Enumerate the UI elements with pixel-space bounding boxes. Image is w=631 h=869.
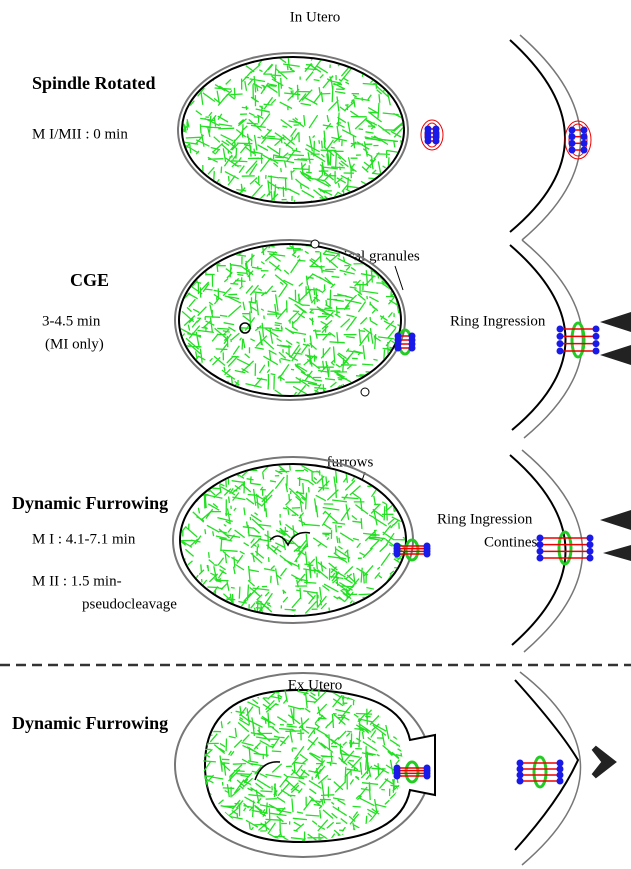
chromosome	[557, 333, 564, 340]
side-label: Ring Ingression	[437, 511, 533, 527]
chromosome	[517, 778, 524, 785]
oocyte	[182, 57, 404, 203]
chromosome	[581, 140, 588, 147]
chromosome	[593, 348, 600, 355]
chromosome	[409, 345, 416, 352]
chromosome	[587, 541, 594, 548]
chromosome	[581, 147, 588, 154]
chromosome	[537, 541, 544, 548]
chromosome	[557, 326, 564, 333]
chromosome	[557, 772, 564, 779]
chromosome	[517, 766, 524, 773]
chromosome	[537, 555, 544, 562]
granule	[361, 388, 369, 396]
side-label: Ring Ingression	[450, 313, 546, 329]
chromosome	[569, 127, 576, 134]
chromosome	[557, 778, 564, 785]
chromosome	[537, 548, 544, 555]
chromosome	[517, 760, 524, 767]
chromosome	[593, 333, 600, 340]
chromosome	[424, 773, 431, 780]
panel-note: pseudocleavage	[82, 596, 177, 612]
chromosome	[593, 340, 600, 347]
chromosome	[537, 535, 544, 542]
chromosome	[557, 340, 564, 347]
section-title: In Utero	[290, 9, 340, 25]
panel-title: Dynamic Furrowing	[12, 713, 168, 733]
arrowhead	[600, 510, 631, 561]
chromosome	[425, 138, 432, 145]
ring	[534, 757, 546, 787]
chromosome	[394, 773, 401, 780]
chromosome	[569, 140, 576, 147]
panel-title: CGE	[70, 270, 109, 290]
chromosome	[557, 760, 564, 767]
chromosome	[581, 127, 588, 134]
panel-note: (MI only)	[45, 336, 104, 352]
panel-title: Dynamic Furrowing	[12, 493, 168, 513]
chromosome	[581, 133, 588, 140]
panel-note: M I : 4.1-7.1 min	[32, 531, 136, 547]
chromosome	[587, 535, 594, 542]
chromosome	[593, 326, 600, 333]
panel-note: 3-4.5 min	[42, 313, 101, 329]
chromosome	[557, 766, 564, 773]
panel-title: Spindle Rotated	[32, 73, 156, 93]
panel-note: M I/MII : 0 min	[32, 126, 128, 142]
chromosome	[569, 147, 576, 154]
chromosome	[433, 138, 440, 145]
side-label: Contines	[484, 534, 537, 550]
chromosome	[394, 551, 401, 558]
figure: In Utero Spindle Rotated M I/MII : 0 min…	[0, 0, 631, 869]
panel-note: M II : 1.5 min-	[32, 573, 122, 589]
chromosome	[424, 551, 431, 558]
chromosome	[517, 772, 524, 779]
granule	[311, 240, 319, 248]
spindle-ring	[421, 120, 443, 150]
arrowhead	[594, 748, 612, 776]
chromosome	[569, 133, 576, 140]
oocyte	[180, 464, 406, 616]
chromosome	[557, 348, 564, 355]
chromosome	[395, 345, 402, 352]
chromosome	[587, 555, 594, 562]
arrowhead	[600, 312, 631, 365]
chromosome	[587, 548, 594, 555]
